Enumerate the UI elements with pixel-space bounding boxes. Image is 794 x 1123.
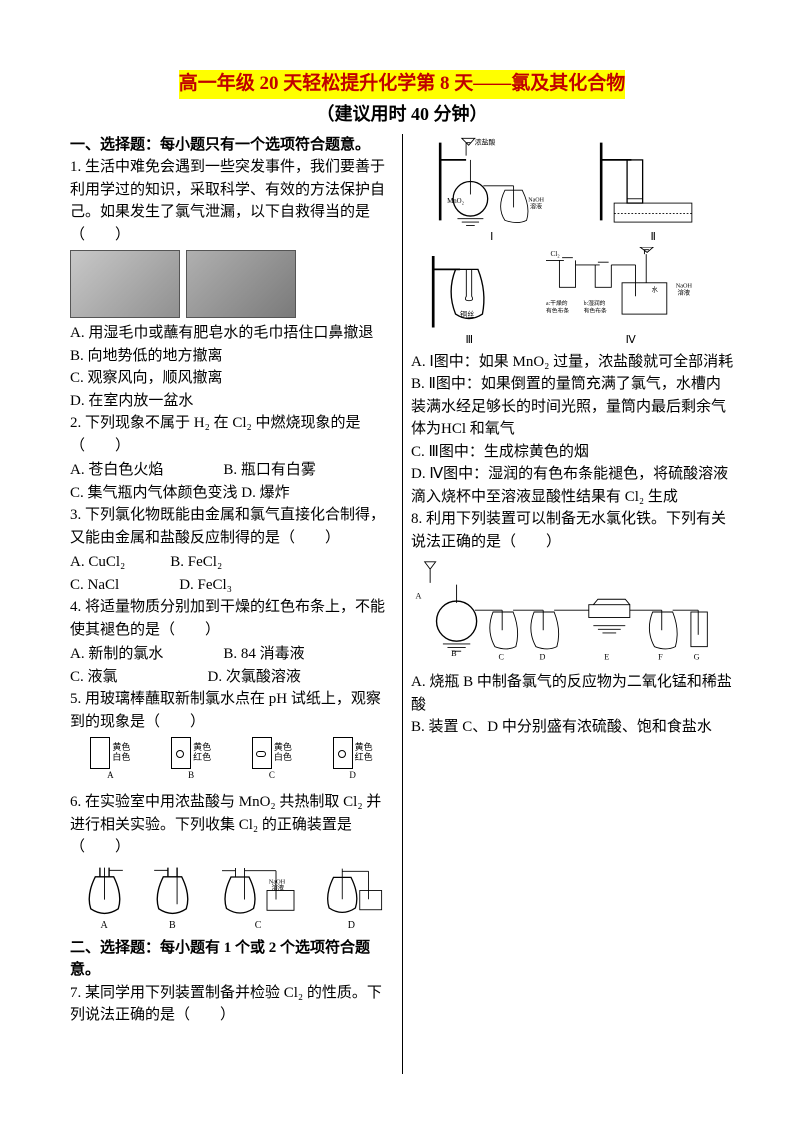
q2-stem: 2. 下列现象不属于 H₂ 在 Cl₂ 中燃烧现象的是（ ） — [70, 412, 393, 457]
q1-stem: 1. 生活中难免会遇到一些突发事件，我们要善于利用学过的知识，采取科学、有效的方… — [70, 156, 393, 246]
q2-opt-b: B. 瓶口有白雾 — [223, 462, 316, 478]
page-title: 高一年级 20 天轻松提升化学第 8 天——氯及其化合物 — [179, 70, 626, 99]
q2-ab: A. 苍白色火焰 B. 瓶口有白雾 — [70, 459, 393, 482]
q3-stem: 3. 下列氯化物既能由金属和氯气直接化合制得，又能由金属和盐酸反应制得的是（ ） — [70, 504, 393, 549]
svg-text:溶液: 溶液 — [272, 882, 285, 891]
q5-diagram-b: 黄色红色 B — [161, 737, 221, 787]
q2-opt-c: C. 集气瓶内气体颜色变浅 — [70, 485, 238, 501]
q8-opt-b: B. 装置 C、D 中分别盛有浓硫酸、饱和食盐水 — [411, 716, 734, 739]
q4-ab: A. 新制的氯水 B. 84 消毒液 — [70, 643, 393, 666]
svg-text:溶液: 溶液 — [530, 202, 542, 210]
q4-cd: C. 液氯 D. 次氯酸溶液 — [70, 666, 393, 689]
svg-text:铜丝: 铜丝 — [460, 310, 474, 319]
svg-text:有色布条: 有色布条 — [583, 306, 606, 314]
q3-opt-a: A. CuCl₂ — [70, 554, 125, 570]
q5-label-a: A — [107, 769, 114, 783]
q7-diagram-2: Ⅱ — [583, 134, 723, 246]
q6-diagram-d: D — [316, 863, 386, 933]
q7-opt-b: B. Ⅱ图中：如果倒置的量筒充满了氯气，水槽内装满水经足够长的时间光照，量筒内最… — [411, 373, 734, 441]
q1-opt-d: D. 在室内放一盆水 — [70, 390, 393, 413]
q3-opt-b: B. FeCl₂ — [170, 554, 222, 570]
q8-stem: 8. 利用下列装置可以制备无水氯化铁。下列有关说法正确的是（ ） — [411, 508, 734, 553]
svg-text:E: E — [604, 652, 609, 661]
svg-text:水: 水 — [651, 285, 658, 294]
svg-text:NaOH: NaOH — [528, 197, 544, 203]
q7-diagram-4: Cl₂ NaOH 溶液 水 a:干燥的 有色布条 b:湿润的 有色布条 Ⅳ — [536, 247, 726, 349]
section1-head: 一、选择题：每小题只有一个选项符合题意。 — [70, 134, 393, 157]
q7-opt-d: D. Ⅳ图中：湿润的有色布条能褪色，将硫酸溶液滴入烧杯中至溶液显酸性结果有 Cl… — [411, 463, 734, 508]
q4-opt-a: A. 新制的氯水 — [70, 646, 163, 662]
q7-diagrams-bot: 铜丝 Ⅲ Cl₂ NaOH 溶液 水 a:干燥的 有色布条 b:湿 — [411, 247, 734, 349]
q4-opt-b: B. 84 消毒液 — [223, 646, 304, 662]
svg-text:B: B — [451, 649, 457, 658]
svg-text:Cl₂: Cl₂ — [550, 250, 560, 258]
q5-diagram-a: 黄色白色 A — [80, 737, 140, 787]
q5-label-b: B — [188, 769, 194, 783]
svg-text:溶液: 溶液 — [677, 287, 690, 296]
q1-opt-a: A. 用湿毛巾或蘸有肥皂水的毛巾捂住口鼻撤退 — [70, 322, 393, 345]
q6-diagram-a: A — [77, 863, 132, 933]
q7-opt-a: A. Ⅰ图中：如果 MnO₂ 过量，浓盐酸就可全部消耗 — [411, 351, 734, 374]
q6-diagram-b: B — [145, 863, 200, 933]
q2-opt-a: A. 苍白色火焰 — [70, 462, 163, 478]
q3-cd: C. NaCl D. FeCl₃ — [70, 574, 393, 597]
q1-opt-c: C. 观察风向，顺风撤离 — [70, 367, 393, 390]
photo-1 — [70, 250, 180, 318]
title-wrap: 高一年级 20 天轻松提升化学第 8 天——氯及其化合物 — [70, 70, 734, 99]
q6-diagram-c: NaOH溶液 C — [213, 863, 303, 933]
svg-text:C: C — [499, 652, 505, 661]
q7-opt-c: C. Ⅲ图中：生成棕黄色的烟 — [411, 441, 734, 464]
svg-text:A: A — [416, 591, 422, 600]
svg-text:G: G — [694, 652, 700, 661]
q4-opt-c: C. 液氯 — [70, 669, 118, 685]
q3-opt-d: D. FeCl₃ — [179, 577, 232, 593]
q5-diagram-c: 黄色白色 C — [242, 737, 302, 787]
q8-diagram: A B C D E F G — [411, 557, 734, 667]
q6-stem: 6. 在实验室中用浓盐酸与 MnO₂ 共热制取 Cl₂ 并进行相关实验。下列收集… — [70, 791, 393, 859]
q4-stem: 4. 将适量物质分别加到干燥的红色布条上，不能使其褪色的是（ ） — [70, 596, 393, 641]
q5-diagram-d: 黄色红色 D — [323, 737, 383, 787]
q3-opt-c: C. NaCl — [70, 577, 119, 593]
q4-opt-d: D. 次氯酸溶液 — [208, 669, 301, 685]
q5-label-c: C — [269, 769, 275, 783]
q5-diagrams: 黄色白色 A 黄色红色 B 黄色白色 C 黄色红色 D — [70, 737, 393, 787]
q1-opt-b: B. 向地势低的地方撤离 — [70, 345, 393, 368]
photo-2 — [186, 250, 296, 318]
content-columns: 一、选择题：每小题只有一个选项符合题意。 1. 生活中难免会遇到一些突发事件，我… — [70, 134, 734, 1074]
svg-text:MnO₂: MnO₂ — [447, 198, 465, 205]
svg-text:有色布条: 有色布条 — [546, 306, 569, 314]
q6-diagrams: A B NaOH溶液 C D — [70, 863, 393, 933]
svg-text:a:干燥的: a:干燥的 — [546, 299, 568, 307]
q7-diagram-3: 铜丝 Ⅲ — [419, 247, 519, 349]
q7-stem: 7. 某同学用下列装置制备并检验 Cl₂ 的性质。下列说法正确的是（ ） — [70, 982, 393, 1027]
q2-cd: C. 集气瓶内气体颜色变浅 D. 爆炸 — [70, 482, 393, 505]
q3-ab: A. CuCl₂ B. FeCl₂ — [70, 551, 393, 574]
q8-opt-a: A. 烧瓶 B 中制备氯气的反应物为二氧化锰和稀盐酸 — [411, 671, 734, 716]
section2-head: 二、选择题：每小题有 1 个或 2 个选项符合题意。 — [70, 937, 393, 982]
q2-opt-d: D. 爆炸 — [241, 485, 289, 501]
svg-text:D: D — [540, 652, 546, 661]
svg-text:NaOH: NaOH — [675, 282, 692, 289]
q1-images — [70, 250, 393, 318]
svg-text:b:湿润的: b:湿润的 — [583, 299, 605, 307]
q7-diagram-1: 浓盐酸 MnO₂ NaOH 溶液 Ⅰ — [422, 134, 562, 246]
q5-label-d: D — [349, 769, 356, 783]
svg-text:浓盐酸: 浓盐酸 — [474, 137, 495, 146]
subtitle: （建议用时 40 分钟） — [70, 101, 734, 128]
q7-diagrams-top: 浓盐酸 MnO₂ NaOH 溶液 Ⅰ Ⅱ — [411, 134, 734, 246]
svg-text:F: F — [658, 652, 663, 661]
q5-stem: 5. 用玻璃棒蘸取新制氯水点在 pH 试纸上，观察到的现象是（ ） — [70, 688, 393, 733]
